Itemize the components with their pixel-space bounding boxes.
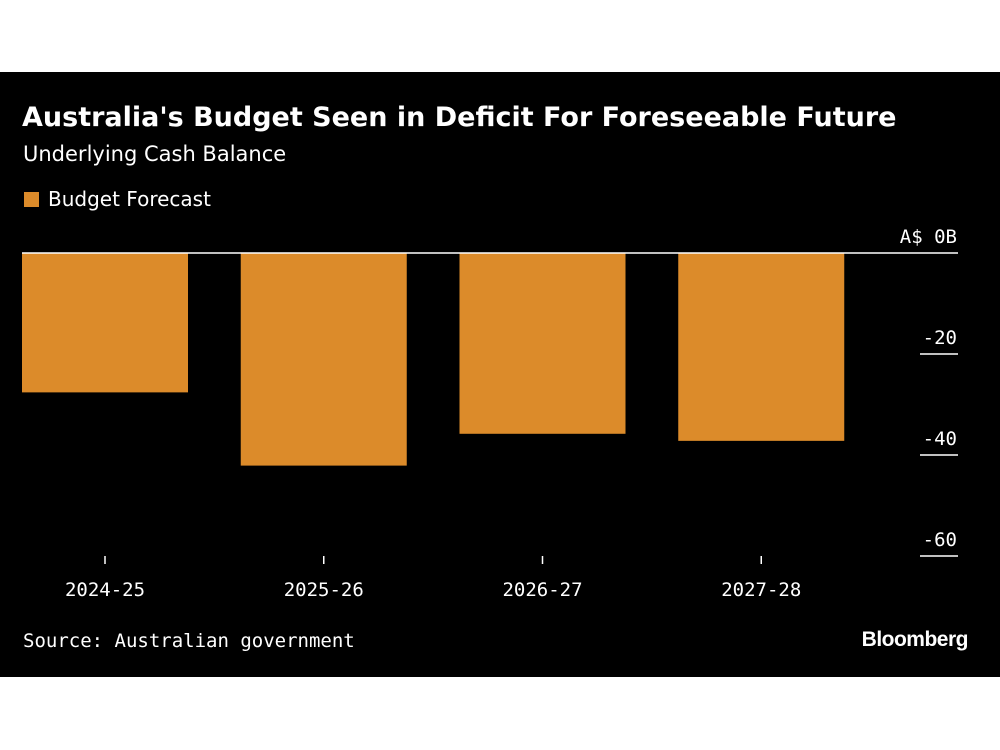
bloomberg-logo: Bloomberg bbox=[861, 628, 969, 651]
bar-2025-26 bbox=[240, 253, 407, 466]
y-tick-label: -60 bbox=[923, 529, 957, 551]
y-tick-label: A$ 0B bbox=[900, 226, 957, 248]
y-tick-label: -40 bbox=[923, 428, 957, 450]
y-axis: A$ 0B -20 -40 -60 bbox=[900, 226, 958, 557]
chart-title: Australia's Budget Seen in Deficit For F… bbox=[22, 102, 897, 133]
legend: Budget Forecast bbox=[24, 187, 211, 211]
x-tick-label: 2024-25 bbox=[65, 579, 145, 601]
x-axis: 2024-25 2025-26 2026-27 2027-28 bbox=[65, 556, 801, 601]
chart-panel: Australia's Budget Seen in Deficit For F… bbox=[0, 72, 1000, 677]
chart-subtitle: Underlying Cash Balance bbox=[23, 142, 287, 166]
y-tick-label: -20 bbox=[923, 327, 957, 349]
x-tick-label: 2025-26 bbox=[284, 579, 364, 601]
bar-2024-25 bbox=[22, 253, 188, 393]
x-tick-label: 2027-28 bbox=[721, 579, 801, 601]
bar-2026-27 bbox=[459, 253, 626, 434]
x-tick-label: 2026-27 bbox=[502, 579, 582, 601]
source-note: Source: Australian government bbox=[23, 630, 355, 652]
bars-layer bbox=[22, 253, 845, 466]
bar-2027-28 bbox=[678, 253, 845, 441]
legend-label: Budget Forecast bbox=[48, 187, 211, 211]
legend-swatch bbox=[24, 191, 39, 207]
bar-chart: A$ 0B -20 -40 -60 2024-25 2025-26 2026-27 2027… bbox=[22, 226, 958, 601]
